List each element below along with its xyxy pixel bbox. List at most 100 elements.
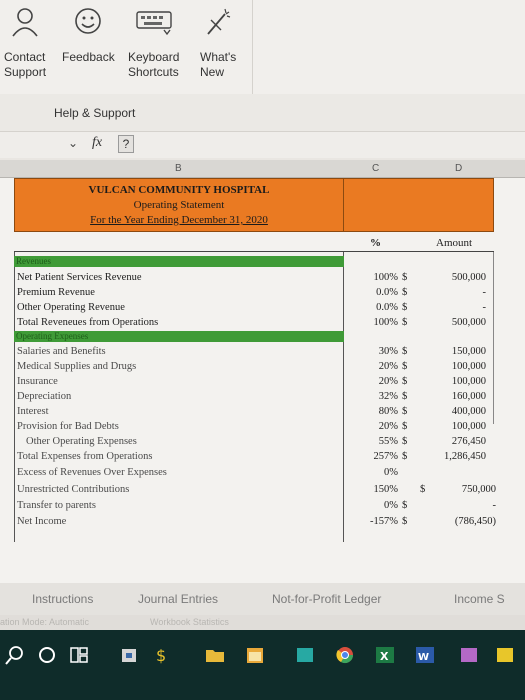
help-question-button[interactable]: ? bbox=[118, 135, 134, 153]
expenses-section-band[interactable]: Operating Expenses bbox=[14, 331, 344, 342]
folder-icon[interactable] bbox=[204, 644, 226, 666]
chrome-icon[interactable] bbox=[334, 644, 356, 666]
word-icon[interactable]: W bbox=[414, 644, 436, 666]
row-percent: 100% bbox=[373, 317, 399, 328]
row-percent: 150% bbox=[373, 484, 399, 495]
table-row[interactable]: Premium Revenue 0.0% $ - bbox=[14, 285, 494, 300]
row-label: Salaries and Benefits bbox=[17, 346, 106, 357]
row-label: Other Operating Revenue bbox=[17, 302, 125, 313]
search-icon[interactable] bbox=[4, 644, 26, 666]
ribbon-group-bar: Help & Support bbox=[0, 94, 525, 132]
row-amount: 100,000 bbox=[451, 361, 486, 372]
tab-journal-entries[interactable]: Journal Entries bbox=[138, 592, 219, 606]
tab-not-for-profit-ledger[interactable]: Not-for-Profit Ledger bbox=[272, 592, 382, 606]
function-icon[interactable]: fx bbox=[92, 135, 103, 150]
row-percent: -157% bbox=[370, 516, 398, 527]
contact-icon bbox=[10, 6, 40, 38]
percent-header[interactable]: % bbox=[370, 237, 381, 249]
row-currency: $ bbox=[402, 451, 408, 462]
purple-app-icon[interactable] bbox=[458, 644, 480, 666]
row-percent: 0.0% bbox=[376, 302, 398, 313]
table-row[interactable]: Total Expenses from Operations 257% $ 1,… bbox=[14, 449, 494, 464]
title-fill-extension bbox=[344, 178, 494, 232]
table-row[interactable]: Other Operating Expenses 55% $ 276,450 bbox=[14, 434, 494, 449]
row-percent: 0.0% bbox=[376, 287, 398, 298]
row-label: Premium Revenue bbox=[17, 287, 95, 298]
column-header-b[interactable]: B bbox=[175, 163, 182, 174]
cortana-icon[interactable] bbox=[36, 644, 58, 666]
feedback-label: Feedback bbox=[62, 50, 115, 64]
ribbon: Contact Support Feedback Keyboard Shortc… bbox=[0, 0, 525, 94]
row-percent: 100% bbox=[373, 272, 399, 283]
keyboard-shortcuts-button[interactable]: Keyboard Shortcuts bbox=[128, 6, 179, 80]
table-row[interactable]: Unrestricted Contributions 150% $ 750,00… bbox=[14, 482, 496, 497]
table-row[interactable]: Provision for Bad Debts 20% $ 100,000 bbox=[14, 419, 494, 434]
row-label: Net Patient Services Revenue bbox=[17, 272, 142, 283]
dollar-icon[interactable]: $ bbox=[150, 644, 172, 666]
spreadsheet-grid[interactable]: VULCAN COMMUNITY HOSPITAL Operating Stat… bbox=[0, 178, 525, 583]
hospital-title: VULCAN COMMUNITY HOSPITAL bbox=[88, 184, 270, 196]
table-row[interactable]: Transfer to parents 0% $ - bbox=[14, 498, 496, 513]
svg-text:$: $ bbox=[156, 646, 166, 665]
row-currency: $ bbox=[402, 516, 408, 527]
statement-subtitle: Operating Statement bbox=[133, 199, 225, 211]
table-row[interactable]: Salaries and Benefits 30% $ 150,000 bbox=[14, 344, 494, 359]
row-amount: 100,000 bbox=[451, 421, 486, 432]
row-label: Excess of Revenues Over Expenses bbox=[17, 467, 167, 478]
row-label: Provision for Bad Debts bbox=[17, 421, 119, 432]
row-percent: 0% bbox=[384, 500, 398, 511]
table-row[interactable]: Excess of Revenues Over Expenses 0% bbox=[14, 465, 494, 480]
row-percent: 32% bbox=[378, 391, 398, 402]
table-row[interactable]: Net Income -157% $ (786,450) bbox=[14, 514, 496, 529]
table-row[interactable]: Depreciation 32% $ 160,000 bbox=[14, 389, 494, 404]
table-row[interactable]: Medical Supplies and Drugs 20% $ 100,000 bbox=[14, 359, 494, 374]
header-divider bbox=[14, 251, 494, 252]
calculation-mode-status: ation Mode: Automatic bbox=[0, 617, 90, 627]
row-amount: 100,000 bbox=[451, 376, 486, 387]
table-row[interactable]: Other Operating Revenue 0.0% $ - bbox=[14, 300, 494, 315]
label-column-border bbox=[14, 252, 344, 542]
feedback-button[interactable]: Feedback bbox=[62, 6, 115, 65]
row-percent: 0% bbox=[384, 467, 398, 478]
row-label: Net Income bbox=[17, 516, 67, 527]
whats-new-button[interactable]: What's New bbox=[200, 6, 236, 80]
column-header-d[interactable]: D bbox=[455, 163, 463, 174]
task-view-icon[interactable] bbox=[68, 644, 90, 666]
table-row[interactable]: Interest 80% $ 400,000 bbox=[14, 404, 494, 419]
amount-header[interactable]: Amount bbox=[436, 237, 473, 249]
contact-support-button[interactable]: Contact Support bbox=[4, 6, 46, 80]
formula-bar: ⌄ fx ? bbox=[0, 132, 525, 158]
keyboard-label-line1: Keyboard bbox=[128, 50, 180, 64]
windows-taskbar: $ X W bbox=[0, 630, 525, 700]
row-amount: 160,000 bbox=[451, 391, 486, 402]
table-row[interactable]: Total Reveneues from Operations 100% $ 5… bbox=[14, 315, 494, 330]
row-currency: $ bbox=[402, 436, 408, 447]
revenues-section-band[interactable]: Revenues bbox=[14, 256, 344, 267]
workbook-statistics-status[interactable]: Workbook Statistics bbox=[150, 617, 229, 627]
row-percent: 257% bbox=[373, 451, 399, 462]
row-label: Interest bbox=[17, 406, 49, 417]
row-currency: $ bbox=[402, 376, 408, 387]
row-amount: 750,000 bbox=[461, 484, 496, 495]
ribbon-separator bbox=[252, 0, 253, 94]
statement-period: For the Year Ending December 31, 2020 bbox=[90, 214, 268, 226]
row-percent: 80% bbox=[378, 406, 398, 417]
tab-income-statement[interactable]: Income S bbox=[454, 592, 505, 606]
row-amount: - bbox=[482, 302, 487, 313]
contact-label-line1: Contact bbox=[4, 50, 46, 64]
statement-title-block[interactable]: VULCAN COMMUNITY HOSPITAL Operating Stat… bbox=[14, 178, 344, 232]
yellow-app-icon[interactable] bbox=[494, 644, 516, 666]
table-row[interactable]: Net Patient Services Revenue 100% $ 500,… bbox=[14, 270, 494, 285]
chevron-down-icon[interactable]: ⌄ bbox=[68, 136, 79, 150]
calendar-icon[interactable] bbox=[244, 644, 266, 666]
excel-icon[interactable]: X bbox=[374, 644, 396, 666]
svg-text:X: X bbox=[380, 650, 389, 663]
row-currency: $ bbox=[402, 421, 408, 432]
row-amount: 400,000 bbox=[451, 406, 486, 417]
store-icon[interactable] bbox=[118, 644, 140, 666]
teal-app-icon[interactable] bbox=[294, 644, 316, 666]
tab-instructions[interactable]: Instructions bbox=[32, 592, 94, 606]
row-currency: $ bbox=[402, 317, 408, 328]
table-row[interactable]: Insurance 20% $ 100,000 bbox=[14, 374, 494, 389]
column-header-c[interactable]: C bbox=[372, 163, 380, 174]
